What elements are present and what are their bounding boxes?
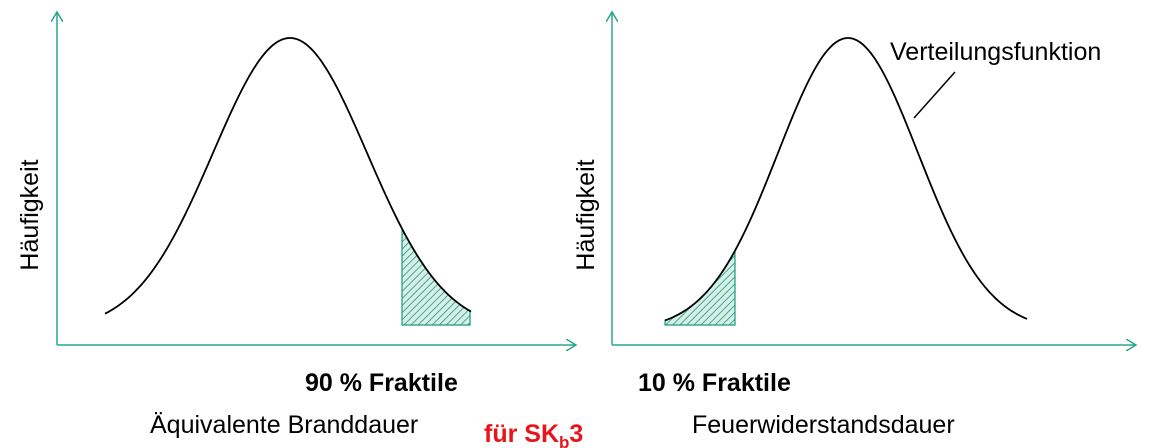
x-axis-label: Äquivalente Branddauer [150,411,418,439]
annotation-line [913,71,956,119]
y-axis-label: Häufigkeit [572,159,600,270]
hatched-area [664,248,736,326]
fractile-label: 90 % Fraktile [305,369,458,397]
x-axis-label: Feuerwiderstandsdauer [692,411,955,439]
hatched-area [401,228,471,326]
distribution-curve [104,37,472,315]
fractile-label: 10 % Fraktile [638,369,791,397]
center-label-text: für SK [484,420,559,448]
center-label-suffix: 3 [569,420,583,448]
center-label-subscript: b [559,433,569,448]
y-axis-label: Häufigkeit [16,159,44,270]
center-label: für SKb3 [484,420,583,448]
annotation: Verteilungsfunktion [890,38,1101,66]
distribution-curve [664,37,1028,322]
